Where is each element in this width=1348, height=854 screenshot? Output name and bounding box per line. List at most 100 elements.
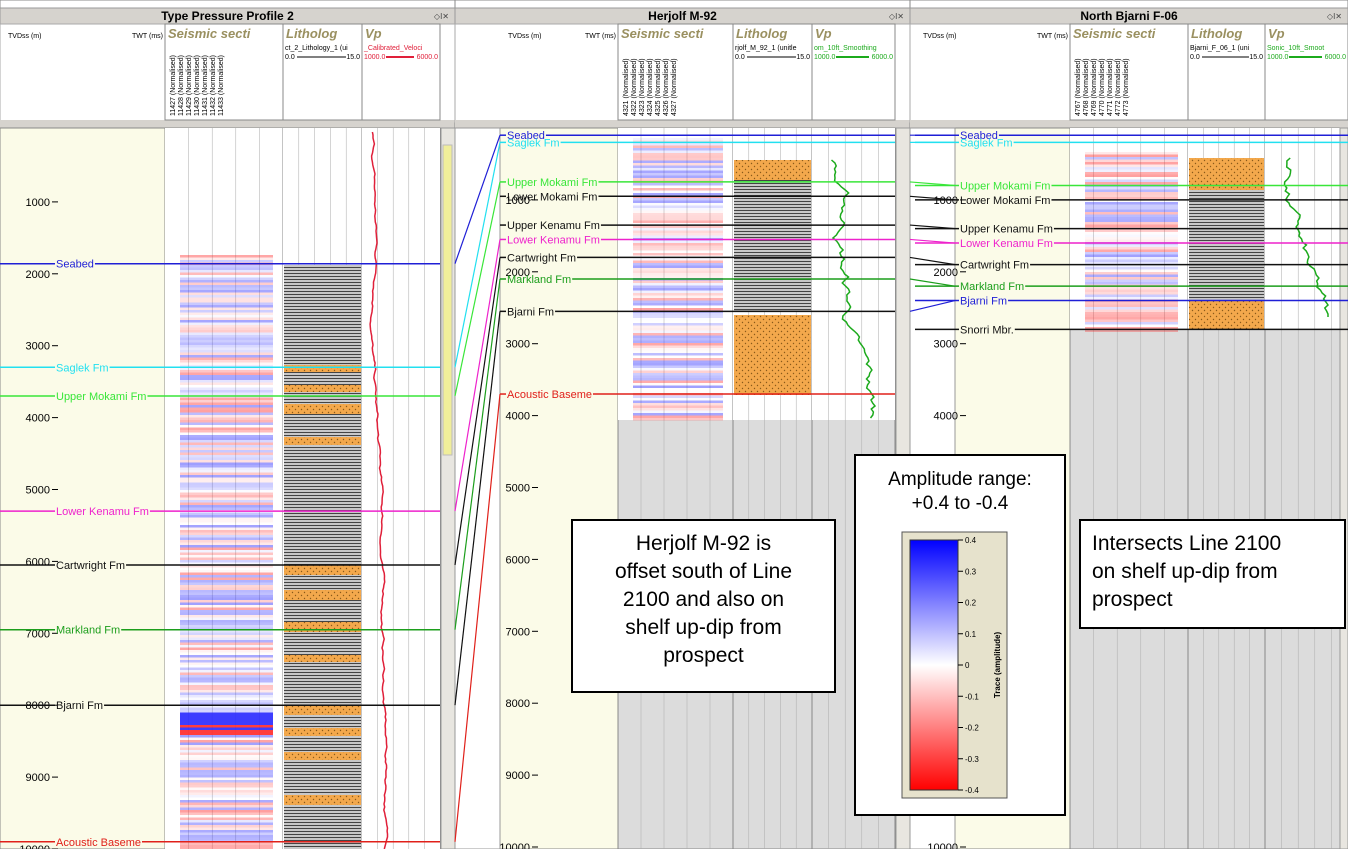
seismic-stripe <box>180 375 273 378</box>
seismic-stripe <box>180 645 273 648</box>
seismic-stripe <box>1085 320 1178 323</box>
vp-scale-max: 6000.0 <box>872 54 894 61</box>
seismic-stripe <box>180 523 273 526</box>
seismic-stripe <box>633 188 723 191</box>
seismic-stripe <box>633 258 723 261</box>
legend-title: +0.4 to -0.4 <box>912 493 1009 514</box>
seismic-stripe <box>180 675 273 678</box>
callout-text: Intersects Line 2100 <box>1092 532 1281 555</box>
depth-tick-label: 8000 <box>506 698 530 710</box>
formation-top-label: Markland Fm <box>56 625 120 637</box>
seismic-stripe <box>633 153 723 156</box>
depth-tick-label: 9000 <box>26 772 50 784</box>
seismic-stripe <box>180 728 273 731</box>
seismic-stripe <box>180 773 273 776</box>
seismic-stripe <box>180 800 273 803</box>
colorbar-tick-label: -0.2 <box>965 724 979 733</box>
seismic-stripe <box>180 283 273 286</box>
seismic-stripe <box>180 718 273 721</box>
seismic-stripe <box>1085 295 1178 298</box>
seismic-stripe <box>180 493 273 496</box>
seismic-stripe <box>180 393 273 396</box>
seismic-stripe <box>633 306 723 309</box>
vp-scale-min: 1000.0 <box>364 54 386 61</box>
panel-title: North Bjarni F-06 <box>1080 9 1178 23</box>
seismic-stripe <box>180 658 273 661</box>
seismic-stripe <box>1085 212 1178 215</box>
lith-curve-name: Bjarni_F_06_1 (uni <box>1190 45 1250 52</box>
depth-axis-label: TVDss (m) <box>923 33 956 40</box>
vp-curve-name: _Calibrated_Veloci <box>363 45 423 52</box>
seismic-stripe <box>633 261 723 264</box>
seismic-stripe <box>180 508 273 511</box>
seismic-stripe <box>1085 272 1178 275</box>
seismic-stripe <box>633 341 723 344</box>
seismic-stripe <box>180 558 273 561</box>
seismic-stripe <box>1085 317 1178 320</box>
trace-label: 11429 (Normalised) <box>186 55 193 116</box>
track-title: Seismic secti <box>621 26 704 41</box>
seismic-stripe <box>180 413 273 416</box>
seismic-stripe <box>180 555 273 558</box>
trace-label: 4768 (Normalised) <box>1083 58 1090 116</box>
trace-label: 11428 (Normalised) <box>178 55 185 116</box>
trace-label: 4322 (Normalised) <box>631 58 638 116</box>
seismic-stripe <box>180 425 273 428</box>
seismic-stripe <box>180 580 273 583</box>
seismic-stripe <box>633 183 723 186</box>
seismic-stripe <box>180 650 273 653</box>
formation-top-label: Cartwright Fm <box>56 560 125 572</box>
seismic-stripe <box>633 246 723 249</box>
seismic-stripe <box>180 428 273 431</box>
seismic-stripe <box>180 708 273 711</box>
seismic-stripe <box>180 310 273 313</box>
seismic-stripe <box>180 643 273 646</box>
seismic-stripe <box>1085 192 1178 195</box>
seismic-stripe <box>633 301 723 304</box>
seismic-stripe <box>180 403 273 406</box>
seismic-stripe <box>180 660 273 663</box>
seismic-stripe <box>1085 210 1178 213</box>
depth-tick-label: 7000 <box>506 626 530 638</box>
seismic-stripe <box>180 685 273 688</box>
lith-curve-name: ct_2_Lithology_1 (ui <box>285 45 348 52</box>
seismic-stripe <box>180 260 273 263</box>
seismic-stripe <box>633 358 723 361</box>
seismic-stripe <box>633 351 723 354</box>
seismic-stripe <box>180 680 273 683</box>
seismic-stripe <box>633 226 723 229</box>
seismic-stripe <box>180 688 273 691</box>
trace-label: 4767 (Normalised) <box>1075 58 1082 116</box>
seismic-stripe <box>180 518 273 521</box>
seismic-stripe <box>633 266 723 269</box>
seismic-stripe <box>180 583 273 586</box>
seismic-stripe <box>1085 305 1178 308</box>
seismic-stripe <box>180 600 273 603</box>
seismic-stripe <box>633 158 723 161</box>
seismic-stripe <box>180 373 273 376</box>
track-title: Litholog <box>736 26 787 41</box>
lith-scale-min: 0.0 <box>1190 54 1200 61</box>
vp-curve-name: Sonic_10ft_Smoot <box>1267 45 1324 52</box>
seismic-stripe <box>633 271 723 274</box>
seismic-stripe <box>633 288 723 291</box>
seismic-stripe <box>633 186 723 189</box>
depth-tick-label: 5000 <box>506 483 530 495</box>
seismic-stripe <box>633 371 723 374</box>
seismic-stripe <box>633 168 723 171</box>
formation-top-label: Upper Mokami Fm <box>56 391 146 403</box>
lith-scale-max: 15.0 <box>1249 54 1263 61</box>
seismic-stripe <box>633 391 723 394</box>
seismic-stripe <box>180 813 273 816</box>
seismic-stripe <box>180 498 273 501</box>
depth-axis-label: TVDss (m) <box>508 33 541 40</box>
seismic-stripe <box>180 743 273 746</box>
colorbar-tick-label: 0.1 <box>965 630 977 639</box>
colorbar-tick-label: 0.2 <box>965 599 977 608</box>
seismic-stripe <box>180 845 273 848</box>
seismic-stripe <box>180 788 273 791</box>
formation-top-label: Lower Mokami Fm <box>960 195 1050 207</box>
seismic-stripe <box>180 545 273 548</box>
colorbar <box>910 540 958 790</box>
colorbar-tick-label: 0.4 <box>965 536 977 545</box>
